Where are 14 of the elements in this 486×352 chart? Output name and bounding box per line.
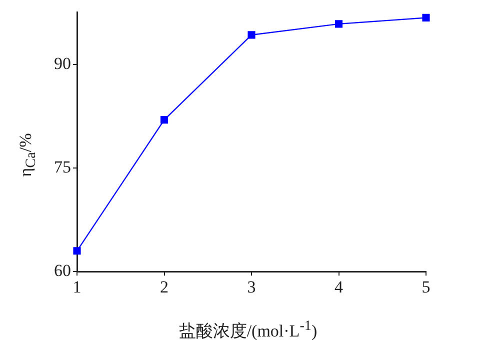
x-tick-label: 1	[72, 277, 82, 296]
x-tick-label: 2	[160, 277, 168, 296]
y-tick-label: 75	[54, 158, 71, 177]
x-tick-label: 3	[247, 277, 256, 296]
y-tick-label: 90	[54, 54, 71, 74]
point	[73, 247, 81, 255]
x-axis-title: 盐酸浓度/(mol·L$^{-1}$)	[178, 318, 318, 343]
point	[248, 31, 256, 39]
point	[160, 116, 168, 124]
x-tick-label: 5	[422, 277, 430, 296]
point	[334, 20, 343, 28]
y-tick-label: 60	[54, 261, 71, 280]
x-tick-label: 4	[334, 277, 344, 296]
point	[422, 14, 430, 22]
